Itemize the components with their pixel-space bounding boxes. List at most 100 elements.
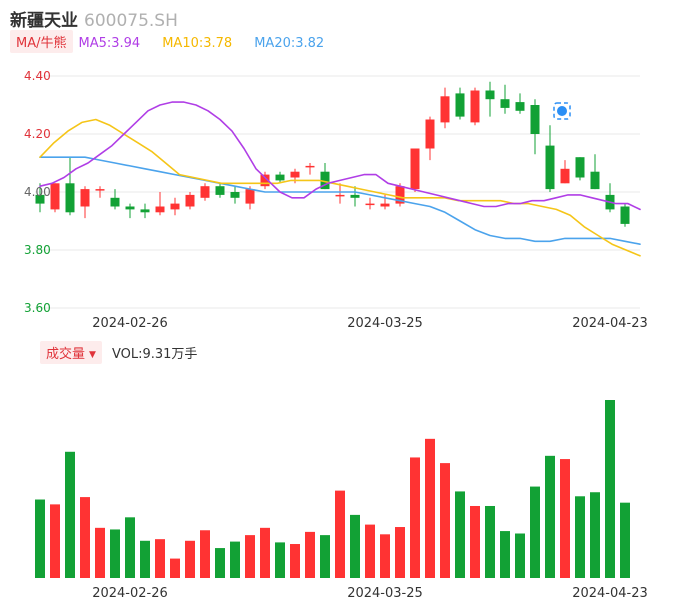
candle-body — [320, 171, 330, 190]
volume-bar — [440, 463, 450, 578]
candle-body — [380, 203, 390, 207]
volume-bar — [620, 502, 630, 578]
price-tick-label: 3.60 — [24, 301, 51, 315]
ma-lines — [39, 101, 641, 257]
candle-body — [230, 192, 240, 198]
volume-bar — [260, 527, 270, 578]
date-tick-label: 2024-02-26 — [92, 586, 168, 601]
volume-bar — [275, 542, 285, 578]
ma10-line — [39, 118, 641, 257]
candle-body — [80, 189, 90, 207]
candle-body — [50, 183, 60, 210]
volume-bar — [170, 558, 180, 578]
volume-bar — [455, 491, 465, 578]
ma-indicator-button[interactable]: MA/牛熊 — [10, 30, 73, 53]
candle-body — [170, 203, 180, 210]
candle-body — [200, 186, 210, 198]
ma-legend: MA/牛熊 MA5:3.94 MA10:3.78 MA20:3.82 — [10, 30, 324, 54]
volume-bar — [230, 541, 240, 578]
ma5-line — [39, 101, 641, 211]
volume-bar — [500, 531, 510, 578]
volume-button-label: 成交量 — [46, 347, 86, 362]
volume-bar — [380, 534, 390, 578]
volume-bar — [395, 527, 405, 578]
dropdown-caret-icon: ▼ — [89, 350, 96, 360]
volume-bar — [200, 530, 210, 578]
candle-body — [590, 171, 600, 190]
volume-bar — [215, 548, 225, 578]
candle-body — [395, 186, 405, 204]
volume-bar — [245, 535, 255, 578]
volume-bar — [560, 459, 570, 578]
date-tick-label: 2024-02-26 — [92, 316, 168, 331]
volume-bar — [185, 540, 195, 578]
candle-body — [275, 174, 285, 181]
volume-indicator-button[interactable]: 成交量 ▼ — [40, 341, 102, 364]
candle-body — [515, 102, 525, 111]
volume-bar — [605, 400, 615, 578]
volume-bar — [410, 457, 420, 578]
candle-body — [440, 96, 450, 123]
volume-bar — [350, 514, 360, 578]
axis-labels: 4.40 4.20 4.00 3.80 3.60 2024-02-26 2024-02-26… — [24, 69, 648, 601]
candle-body — [110, 197, 120, 207]
candle-body — [500, 99, 510, 108]
volume-bar — [590, 492, 600, 578]
date-tick-label: 2024-03-25 — [347, 586, 423, 601]
candle-body — [620, 206, 630, 224]
candle-body — [485, 90, 495, 100]
price-tick-label: 4.00 — [24, 185, 51, 199]
price-tick-label: 3.80 — [24, 243, 51, 257]
date-tick-label: 2024-04-23 — [572, 316, 648, 331]
volume-bar — [110, 529, 120, 578]
volume-bar — [320, 535, 330, 578]
candle-body — [305, 165, 315, 168]
candle-body — [335, 194, 345, 197]
highlight-dot — [557, 106, 567, 116]
candle-body — [245, 189, 255, 204]
candle-body — [425, 119, 435, 149]
candle-body — [185, 194, 195, 207]
volume-value-label: VOL:9.31万手 — [111, 347, 198, 362]
candle-body — [530, 105, 540, 134]
volume-bar — [305, 531, 315, 578]
volume-bar — [485, 505, 495, 578]
volume-bar — [365, 524, 375, 578]
volume-bar — [290, 544, 300, 578]
ma20-label: MA20:3.82 — [254, 36, 325, 51]
volume-legend: 成交量 ▼ VOL:9.31万手 — [40, 341, 198, 364]
candle-body — [350, 194, 360, 198]
candle-body — [560, 168, 570, 184]
candle-body — [65, 183, 75, 213]
volume-bar — [515, 533, 525, 578]
volume-bar — [575, 496, 585, 578]
candle-body — [125, 206, 135, 210]
candle-body — [290, 171, 300, 178]
candles — [35, 81, 630, 227]
volume-bar — [545, 455, 555, 578]
candle-body — [545, 145, 555, 190]
candle-body — [95, 189, 105, 191]
volume-bar — [80, 497, 90, 578]
candle-body — [410, 148, 420, 190]
candle-body — [140, 209, 150, 213]
candle-body — [215, 186, 225, 195]
ma20-line — [39, 156, 641, 245]
volume-bar — [425, 438, 435, 578]
candle-body — [365, 203, 375, 206]
candle-body — [455, 93, 465, 117]
candle-body — [260, 174, 270, 187]
ma5-label: MA5:3.94 — [78, 36, 141, 51]
price-tick-label: 4.40 — [24, 69, 51, 83]
stock-title: 新疆天业 600075.SH — [10, 6, 178, 31]
volume-bar — [335, 490, 345, 578]
volume-bar — [125, 517, 135, 578]
volume-bar — [470, 505, 480, 578]
ma10-label: MA10:3.78 — [162, 36, 233, 51]
stock-code: 600075.SH — [84, 11, 178, 31]
candle-body — [35, 194, 45, 204]
volume-bar — [50, 504, 60, 578]
candle-body — [470, 90, 480, 123]
stock-name: 新疆天业 — [10, 11, 78, 31]
highlight-icon — [553, 102, 571, 120]
